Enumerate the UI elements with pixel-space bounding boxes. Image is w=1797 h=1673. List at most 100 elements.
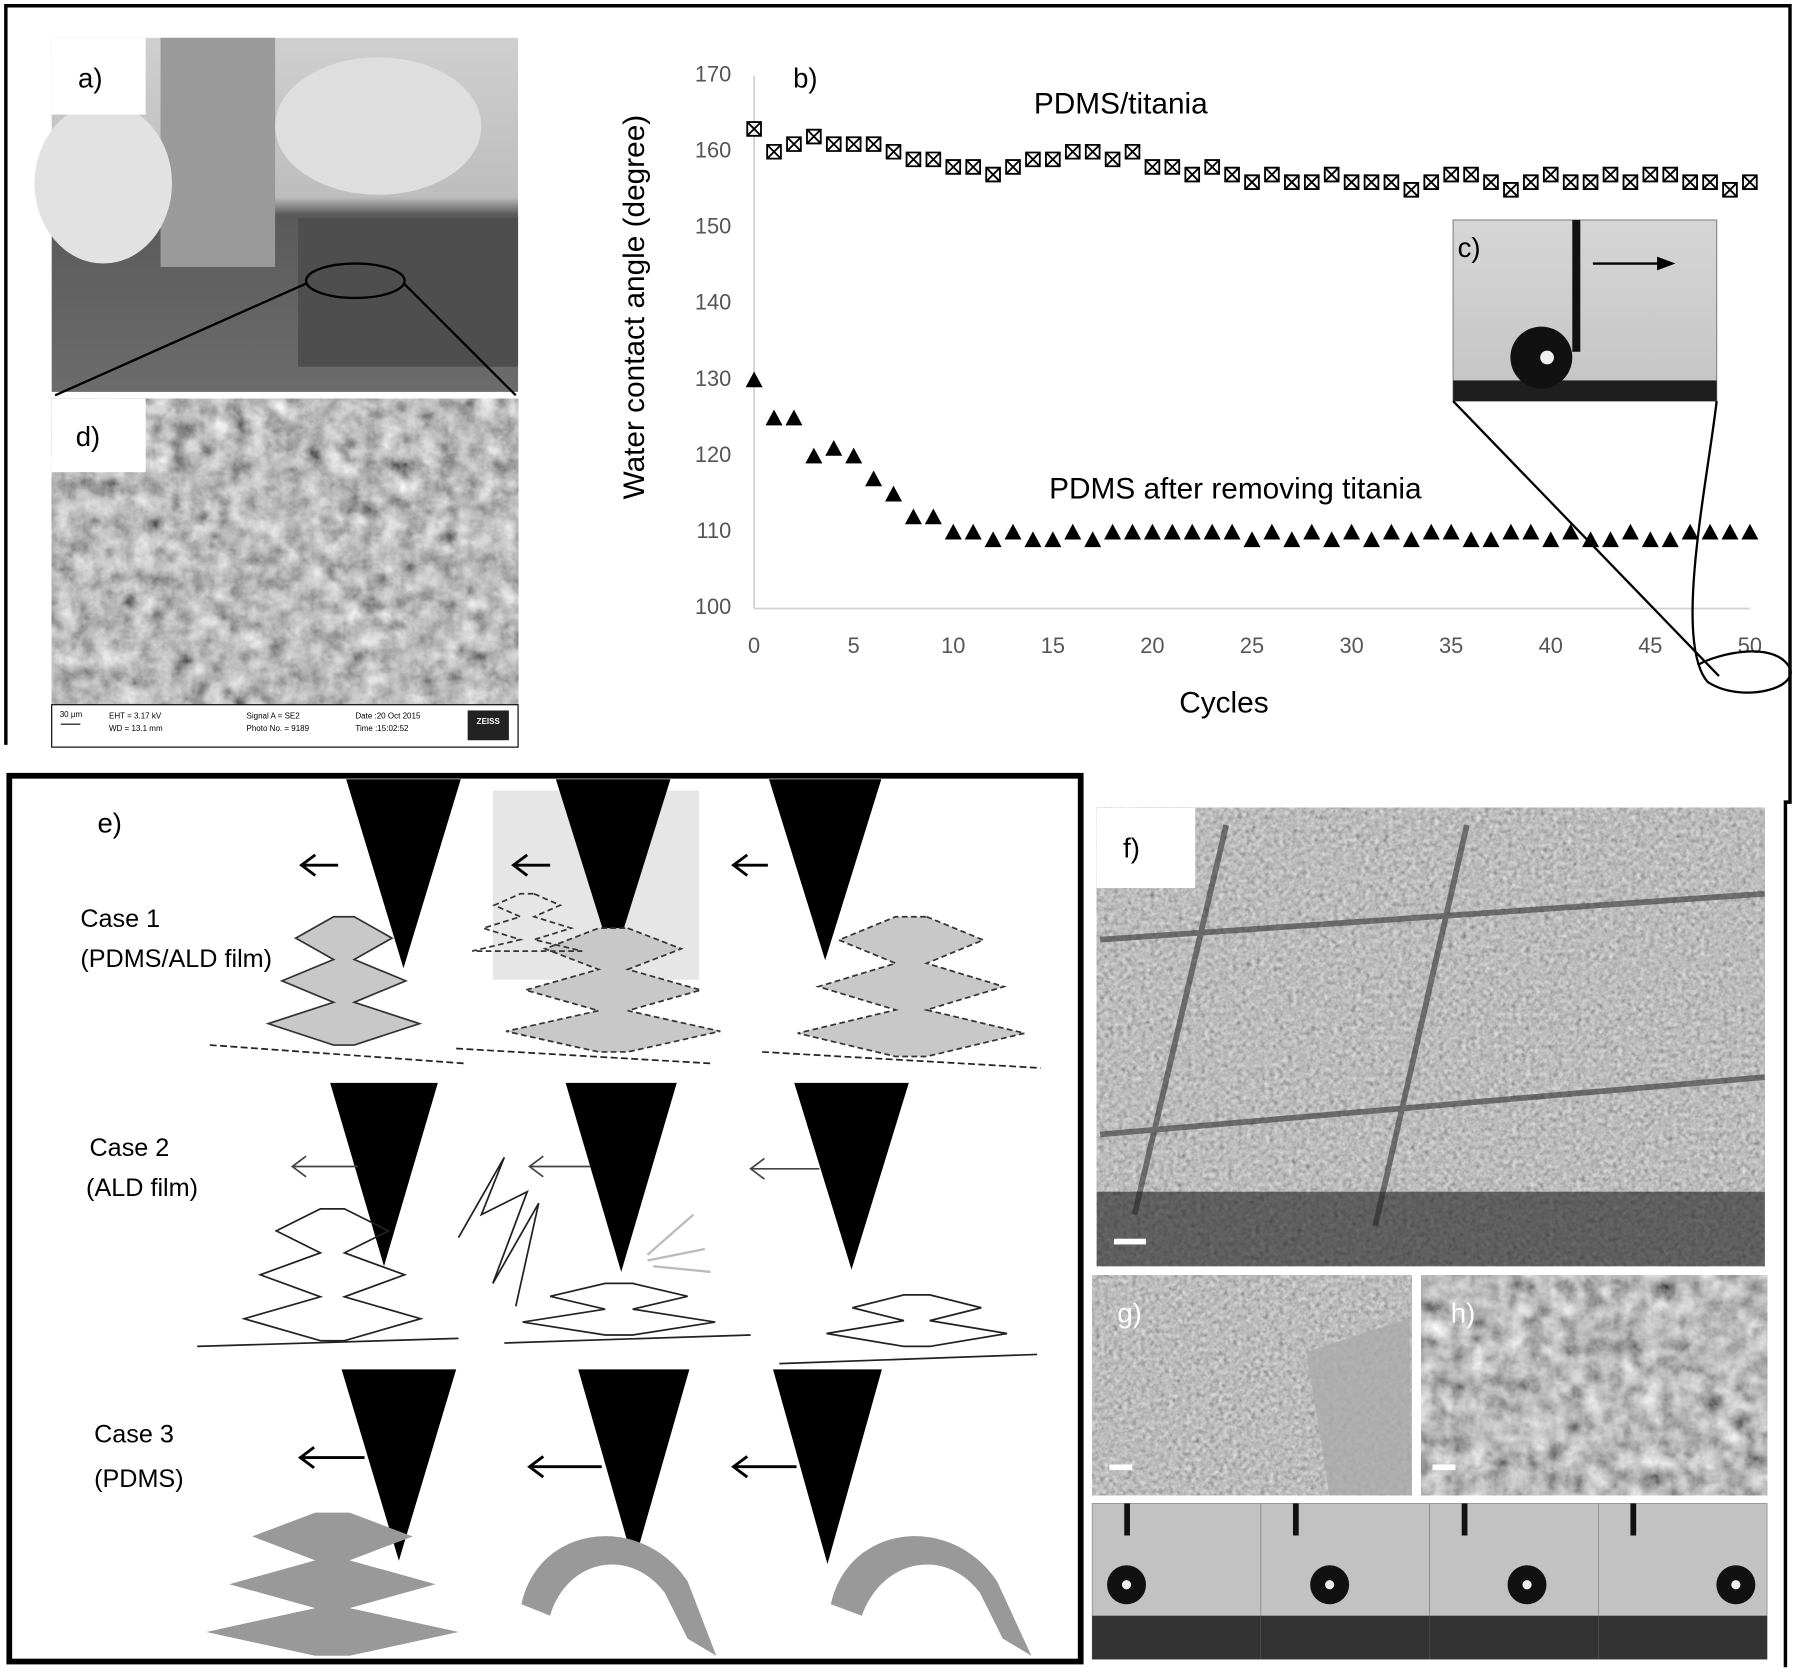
- needle: [1124, 1503, 1130, 1536]
- panel-e: e) Case 1 (PDMS/ALD film) Case 2 (ALD fi…: [6, 772, 1084, 1665]
- data-point: [1124, 143, 1141, 160]
- panel-label: a): [78, 62, 102, 93]
- data-point: [924, 508, 942, 525]
- data-point: [1224, 166, 1240, 183]
- sem-info: EHT = 3.17 kV: [109, 711, 162, 720]
- data-point: [1463, 166, 1479, 183]
- tip: [565, 1082, 677, 1272]
- data-point: [1004, 523, 1022, 540]
- needle: [1461, 1503, 1468, 1536]
- data-point: [1542, 166, 1559, 183]
- data-point: [885, 485, 903, 502]
- tip: [578, 1369, 690, 1565]
- torn-shape: [521, 1536, 717, 1656]
- tip: [330, 1082, 438, 1267]
- arrow-head: [731, 853, 749, 877]
- y-tick-label: 170: [695, 61, 731, 86]
- data-point: [1284, 174, 1300, 190]
- x-tick-label: 0: [748, 633, 760, 658]
- data-point: [1323, 166, 1340, 183]
- sem-info: Photo No. = 9189: [246, 724, 309, 733]
- data-point: [825, 136, 842, 152]
- x-tick-label: 45: [1638, 633, 1662, 658]
- data-point: [1143, 523, 1161, 540]
- data-point: [1622, 174, 1639, 190]
- data-point: [885, 143, 902, 160]
- series-label: PDMS after removing titania: [1049, 472, 1422, 505]
- panel-d: d) 30 µm EHT = 3.17 kV WD = 13.1 mm Sign…: [51, 398, 519, 748]
- tip: [769, 779, 882, 961]
- film-shape: [505, 927, 721, 1053]
- data-point: [765, 409, 783, 426]
- data-point: [1064, 143, 1081, 160]
- series-label: PDMS/titania: [1034, 87, 1208, 120]
- data-point: [1502, 523, 1520, 540]
- y-axis-title: Water contact angle (degree): [618, 115, 651, 500]
- data-point: [1264, 166, 1280, 183]
- data-point: [1382, 523, 1400, 540]
- arrow-head: [527, 1455, 545, 1479]
- y-tick-label: 100: [695, 594, 731, 619]
- data-point: [1522, 523, 1540, 540]
- data-point: [1303, 523, 1321, 540]
- data-point: [1024, 531, 1042, 548]
- base-line: [209, 1044, 1041, 1069]
- data-point: [1144, 159, 1161, 175]
- data-point: [984, 531, 1002, 548]
- panel-f: f): [1096, 807, 1766, 1267]
- y-tick-label: 120: [695, 442, 731, 467]
- data-point: [1601, 531, 1619, 548]
- film-shape: [241, 1208, 424, 1342]
- tip: [555, 779, 671, 963]
- data-point: [1343, 174, 1360, 190]
- panel-label: d): [76, 421, 100, 452]
- data-point: [1621, 523, 1639, 540]
- sem-info: Signal A = SE2: [246, 711, 300, 720]
- brand: ZEISS: [477, 717, 501, 726]
- data-point: [1483, 174, 1499, 190]
- panel-i: i): [1091, 1503, 1768, 1660]
- data-point: [1642, 166, 1659, 183]
- data-point: [1661, 531, 1679, 548]
- data-point: [1223, 523, 1241, 540]
- data-point: [1084, 531, 1102, 548]
- data-point: [1263, 523, 1281, 540]
- data-point: [1602, 166, 1619, 183]
- case-title: Case 2: [90, 1134, 170, 1162]
- data-point: [1721, 523, 1739, 540]
- data-point: [1045, 151, 1061, 168]
- surface: [1092, 1615, 1261, 1660]
- data-point: [1243, 531, 1261, 548]
- data-point: [985, 166, 1001, 183]
- y-tick-label: 160: [695, 137, 731, 162]
- data-point: [1303, 174, 1320, 190]
- arrow-head: [528, 1155, 544, 1178]
- data-point: [1104, 523, 1122, 540]
- film-shape: [472, 892, 583, 952]
- data-point: [1164, 159, 1181, 175]
- data-point: [825, 439, 843, 456]
- y-tick-label: 130: [695, 366, 731, 391]
- data-point: [786, 136, 802, 152]
- panel-label: e): [98, 807, 122, 838]
- arrow-head: [731, 1455, 749, 1479]
- x-tick-label: 5: [848, 633, 860, 658]
- data-point: [1542, 531, 1560, 548]
- data-point: [1203, 523, 1221, 540]
- data-point: [1423, 174, 1440, 190]
- panel-h: h): [1421, 1275, 1768, 1496]
- y-tick-label: 140: [695, 290, 731, 315]
- panel-c: c): [1452, 219, 1792, 694]
- panel-label: b): [793, 62, 817, 93]
- data-point: [865, 470, 883, 487]
- x-axis-title: Cycles: [1179, 687, 1268, 720]
- data-point: [845, 136, 862, 152]
- panel-g: g): [1092, 1275, 1412, 1496]
- tip: [341, 1369, 457, 1561]
- data-point: [1124, 523, 1142, 540]
- data-point: [1701, 523, 1719, 540]
- data-point: [1442, 523, 1460, 540]
- x-tick-label: 40: [1539, 633, 1563, 658]
- data-point: [1503, 182, 1519, 198]
- panel-label: g): [1117, 1298, 1141, 1329]
